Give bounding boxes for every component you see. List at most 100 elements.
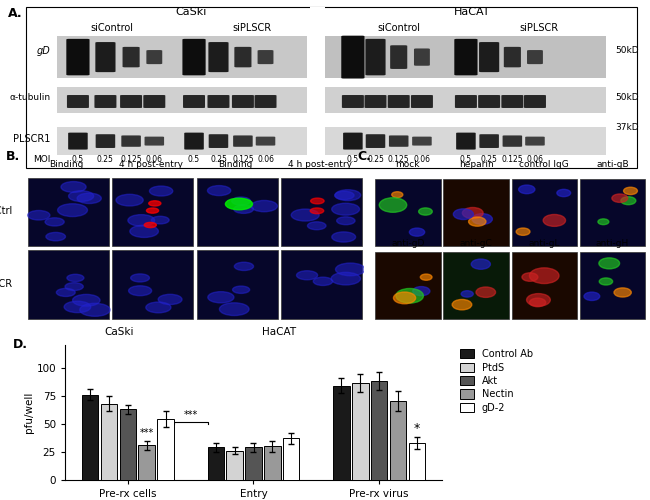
Circle shape [149, 201, 161, 206]
Circle shape [80, 304, 110, 316]
Circle shape [131, 274, 150, 282]
FancyBboxPatch shape [146, 50, 162, 64]
Circle shape [61, 182, 86, 192]
Text: 0.25: 0.25 [97, 155, 114, 164]
Circle shape [146, 302, 171, 313]
FancyBboxPatch shape [66, 39, 90, 76]
Circle shape [130, 225, 159, 237]
Circle shape [529, 268, 559, 283]
Text: 50kD: 50kD [616, 46, 639, 55]
Bar [310, 8, 326, 168]
FancyBboxPatch shape [207, 95, 229, 108]
Text: Binding: Binding [218, 160, 253, 169]
Circle shape [68, 190, 94, 202]
Circle shape [469, 217, 486, 226]
Text: 37kD: 37kD [616, 123, 639, 132]
Text: B.: B. [6, 150, 20, 164]
Circle shape [392, 192, 403, 198]
Text: ***: *** [140, 428, 154, 438]
FancyBboxPatch shape [456, 132, 476, 150]
Circle shape [64, 301, 91, 312]
Bar [333, 386, 350, 480]
Text: anti-gL: anti-gL [528, 238, 560, 248]
Text: *: * [414, 422, 420, 435]
Text: siControl: siControl [90, 24, 133, 34]
Bar [245, 448, 262, 480]
Circle shape [291, 209, 319, 221]
Bar [371, 381, 387, 480]
Bar [512, 180, 577, 246]
Bar [157, 419, 174, 480]
Circle shape [621, 196, 636, 204]
Text: 0.125: 0.125 [120, 155, 142, 164]
Bar [580, 180, 645, 246]
FancyBboxPatch shape [479, 134, 499, 148]
Circle shape [599, 278, 613, 285]
Bar [207, 448, 224, 480]
FancyBboxPatch shape [94, 95, 116, 108]
Circle shape [310, 208, 324, 214]
Text: anti-gB: anti-gB [596, 160, 629, 169]
Circle shape [151, 216, 169, 224]
Bar [226, 451, 243, 480]
Bar [112, 178, 193, 246]
Text: 0.5: 0.5 [188, 155, 200, 164]
Bar [197, 250, 278, 318]
FancyBboxPatch shape [235, 47, 252, 68]
Circle shape [557, 190, 571, 196]
Circle shape [67, 274, 84, 281]
Bar [281, 250, 362, 318]
FancyBboxPatch shape [411, 95, 433, 108]
Circle shape [337, 217, 355, 224]
Circle shape [530, 298, 546, 306]
FancyBboxPatch shape [341, 36, 365, 78]
FancyBboxPatch shape [122, 136, 141, 147]
Circle shape [226, 198, 252, 210]
Text: siPLSCR: siPLSCR [0, 279, 12, 289]
Circle shape [129, 286, 151, 296]
Text: C.: C. [358, 150, 371, 164]
Circle shape [144, 222, 157, 228]
FancyBboxPatch shape [255, 136, 276, 145]
Circle shape [471, 259, 490, 270]
FancyBboxPatch shape [183, 95, 205, 108]
FancyBboxPatch shape [96, 42, 116, 72]
Circle shape [313, 277, 333, 285]
Circle shape [462, 208, 483, 218]
FancyBboxPatch shape [527, 50, 543, 64]
Circle shape [331, 272, 361, 285]
Circle shape [234, 262, 254, 270]
Circle shape [612, 194, 628, 202]
Circle shape [307, 222, 326, 230]
Text: 0.5: 0.5 [460, 155, 472, 164]
FancyBboxPatch shape [343, 132, 363, 150]
Bar [120, 409, 136, 480]
Circle shape [251, 200, 278, 211]
Text: MOI: MOI [33, 155, 51, 164]
Bar [443, 180, 509, 246]
FancyBboxPatch shape [143, 95, 165, 108]
FancyBboxPatch shape [478, 95, 500, 108]
FancyBboxPatch shape [524, 95, 546, 108]
FancyBboxPatch shape [501, 95, 523, 108]
Text: 4 h post-entry: 4 h post-entry [119, 160, 183, 169]
FancyBboxPatch shape [209, 134, 228, 148]
Bar [283, 438, 300, 480]
Circle shape [116, 194, 143, 206]
Text: mock: mock [396, 160, 420, 169]
Text: 0.5: 0.5 [72, 155, 84, 164]
FancyBboxPatch shape [414, 48, 430, 66]
Text: 0.25: 0.25 [367, 155, 384, 164]
Circle shape [599, 258, 619, 269]
Text: siPLSCR: siPLSCR [233, 24, 272, 34]
Text: 4 h post-entry: 4 h post-entry [288, 160, 352, 169]
Circle shape [146, 208, 159, 213]
Text: siControl: siControl [377, 24, 420, 34]
Circle shape [150, 186, 173, 196]
Circle shape [453, 209, 473, 220]
FancyBboxPatch shape [365, 95, 387, 108]
Circle shape [45, 218, 64, 226]
FancyBboxPatch shape [123, 47, 140, 68]
Y-axis label: pfu/well: pfu/well [23, 392, 34, 433]
Circle shape [231, 197, 250, 205]
